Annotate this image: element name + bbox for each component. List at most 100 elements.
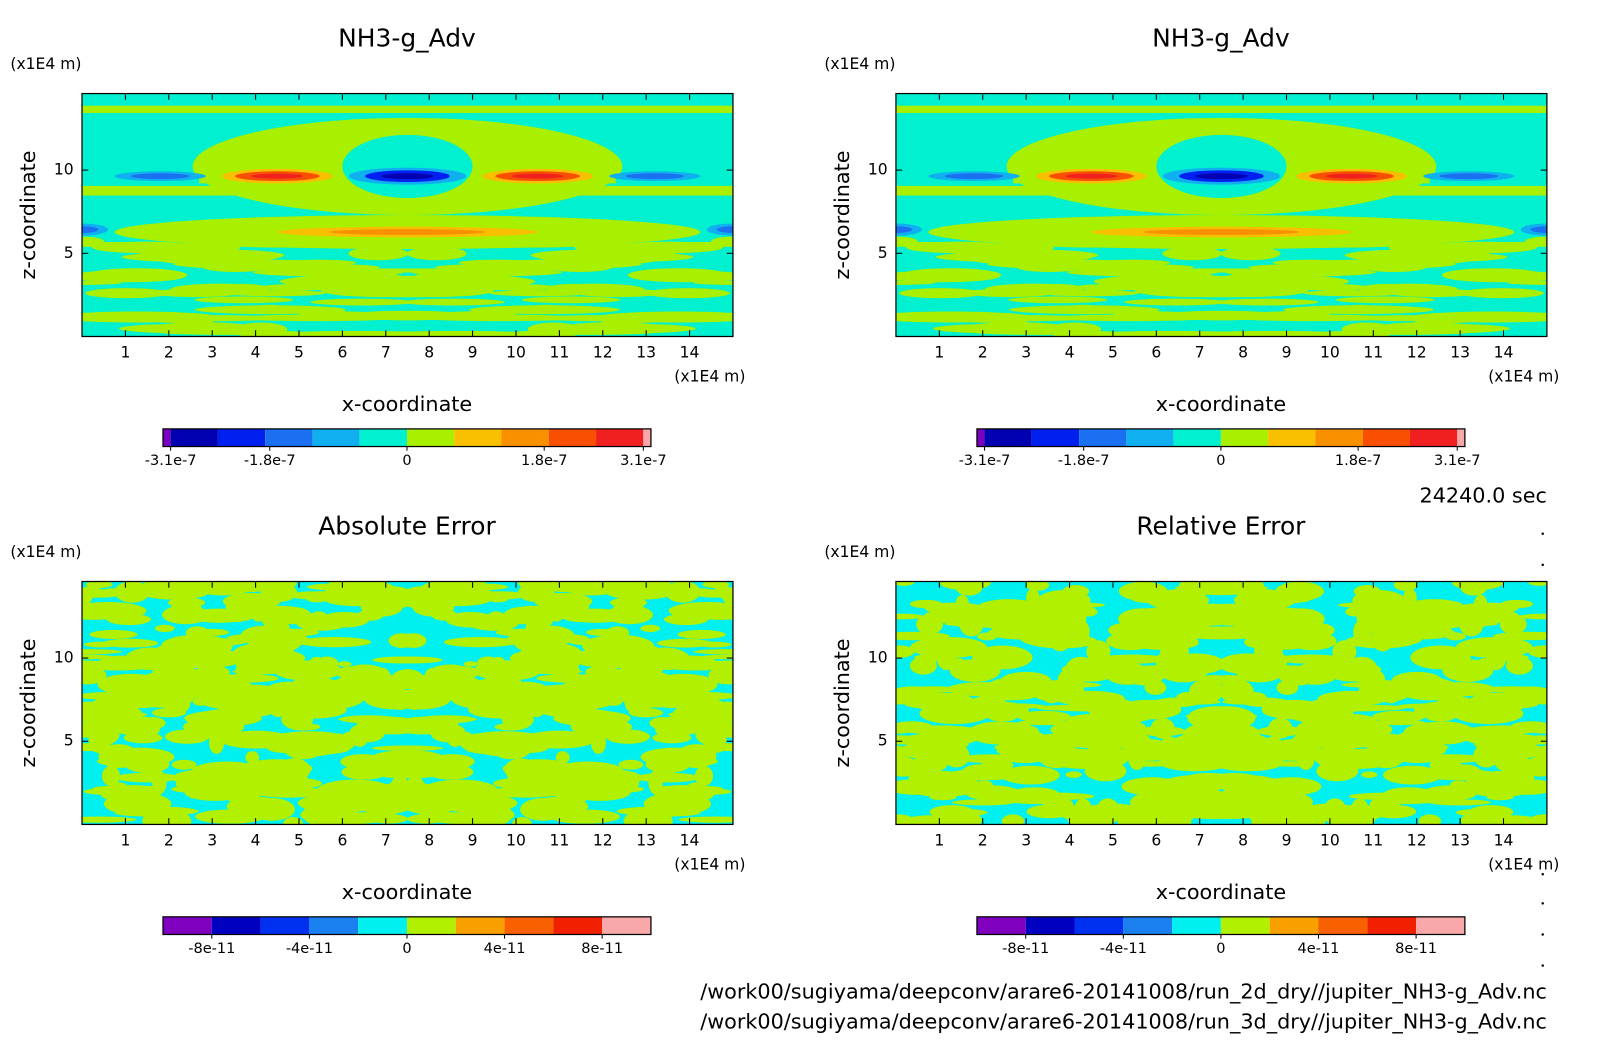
colorbar-segment xyxy=(501,428,549,447)
field-shade xyxy=(1445,632,1466,641)
field-shade xyxy=(1002,751,1048,764)
field-shade xyxy=(329,229,486,235)
field-shade xyxy=(977,632,998,641)
field-shade xyxy=(152,770,167,795)
field-shade xyxy=(1513,768,1535,791)
field-shade xyxy=(955,594,970,614)
field-shade xyxy=(915,638,958,652)
field-shade xyxy=(425,753,441,775)
field-shade xyxy=(1519,613,1547,620)
field-shade xyxy=(123,732,163,744)
field-shade xyxy=(1134,634,1177,650)
x-tick-label: 11 xyxy=(1363,832,1383,850)
field-shade xyxy=(1241,691,1267,703)
field-shade xyxy=(534,611,554,628)
field-shade xyxy=(909,599,942,609)
field-shade xyxy=(407,814,445,824)
colorbar-tick-label: -8e-11 xyxy=(188,941,235,957)
field-shade xyxy=(535,251,694,263)
x-tick-label: 14 xyxy=(1494,344,1514,362)
field-shade xyxy=(86,268,188,282)
field-shade xyxy=(82,654,114,660)
field-shade xyxy=(451,685,477,697)
field-shade xyxy=(464,309,516,321)
colorbar-segment xyxy=(1031,428,1080,447)
field-shade xyxy=(1065,771,1082,778)
field-shade xyxy=(458,259,535,266)
field-shade xyxy=(431,609,458,621)
colorbar-segment xyxy=(1126,428,1174,447)
field-shade xyxy=(1023,792,1095,801)
x-tick-label: 5 xyxy=(1108,832,1118,850)
field-shade xyxy=(103,792,172,816)
x-axis-label: x-coordinate xyxy=(342,392,472,416)
colorbar-segment xyxy=(1074,916,1124,935)
field-shade xyxy=(1026,634,1098,649)
field-shade xyxy=(218,701,278,718)
field-shade xyxy=(1062,584,1090,598)
field-shade xyxy=(85,581,113,589)
colorbar-segment xyxy=(170,428,218,447)
x-tick-label: 11 xyxy=(1363,344,1383,362)
field-shade xyxy=(582,634,655,658)
plot-frame xyxy=(895,92,1548,338)
x-tick-label: 12 xyxy=(593,832,613,850)
field-shade xyxy=(520,765,545,789)
colorbar-segment xyxy=(1123,916,1173,935)
field-shade xyxy=(606,696,623,706)
x-tick-label: 7 xyxy=(1195,832,1205,850)
field-shade xyxy=(1137,726,1186,737)
colorbar-segment xyxy=(1269,916,1319,935)
colorbar-tick-label: 0 xyxy=(402,941,411,957)
x-tick-label: 10 xyxy=(506,832,526,850)
field-shade xyxy=(1439,173,1499,180)
field-shade xyxy=(947,638,977,653)
field-shade xyxy=(1528,581,1547,586)
field-shade xyxy=(97,657,124,671)
colorbar-segment xyxy=(454,428,502,447)
field-shade xyxy=(1176,691,1202,703)
x-tick-label: 10 xyxy=(506,344,526,362)
field-shade xyxy=(399,633,427,648)
field-shade xyxy=(910,695,961,707)
field-shade xyxy=(1371,804,1417,819)
field-shade xyxy=(1167,310,1280,319)
field-shade xyxy=(555,751,570,764)
colorbar-tick-label: 1.8e-7 xyxy=(1335,453,1382,469)
dots xyxy=(1541,532,1544,967)
colorbar-segment xyxy=(1025,916,1075,935)
x-tick-label: 8 xyxy=(1238,344,1248,362)
field-shade xyxy=(1466,725,1537,735)
field-shade xyxy=(944,173,1004,180)
colorbar-segment xyxy=(1079,428,1127,447)
field-shade xyxy=(711,236,733,246)
field-shade xyxy=(1104,735,1143,741)
field-shade xyxy=(646,288,731,299)
colorbar-segment xyxy=(260,916,310,935)
field-shade xyxy=(1348,792,1420,801)
field-shade xyxy=(895,645,915,658)
field-shade xyxy=(673,691,733,700)
panel: Absolute Error (x1E4 m) (x1E4 m) x-coordina… xyxy=(10,512,745,958)
field-shade xyxy=(342,134,473,199)
field-shade xyxy=(82,649,122,655)
field-shade xyxy=(82,236,104,246)
field-shade xyxy=(1143,229,1300,235)
x-tick-label: 6 xyxy=(337,832,347,850)
field-shade xyxy=(348,246,409,261)
field-shade xyxy=(1244,636,1275,649)
field-shade xyxy=(1247,804,1279,824)
colorbar-tick-label: -4e-11 xyxy=(286,941,333,957)
x-tick-label: 7 xyxy=(1195,344,1205,362)
field-shade xyxy=(570,784,631,801)
field-shade xyxy=(1025,581,1050,591)
x-unit: (x1E4 m) xyxy=(1488,855,1559,873)
field-shade xyxy=(1466,774,1510,781)
field-shade xyxy=(290,763,310,772)
x-tick-label: 1 xyxy=(934,344,944,362)
field-shade xyxy=(486,592,510,603)
field-shade xyxy=(1486,794,1514,801)
field-shade xyxy=(627,268,729,282)
field xyxy=(82,93,733,337)
field-shade xyxy=(1118,581,1168,601)
